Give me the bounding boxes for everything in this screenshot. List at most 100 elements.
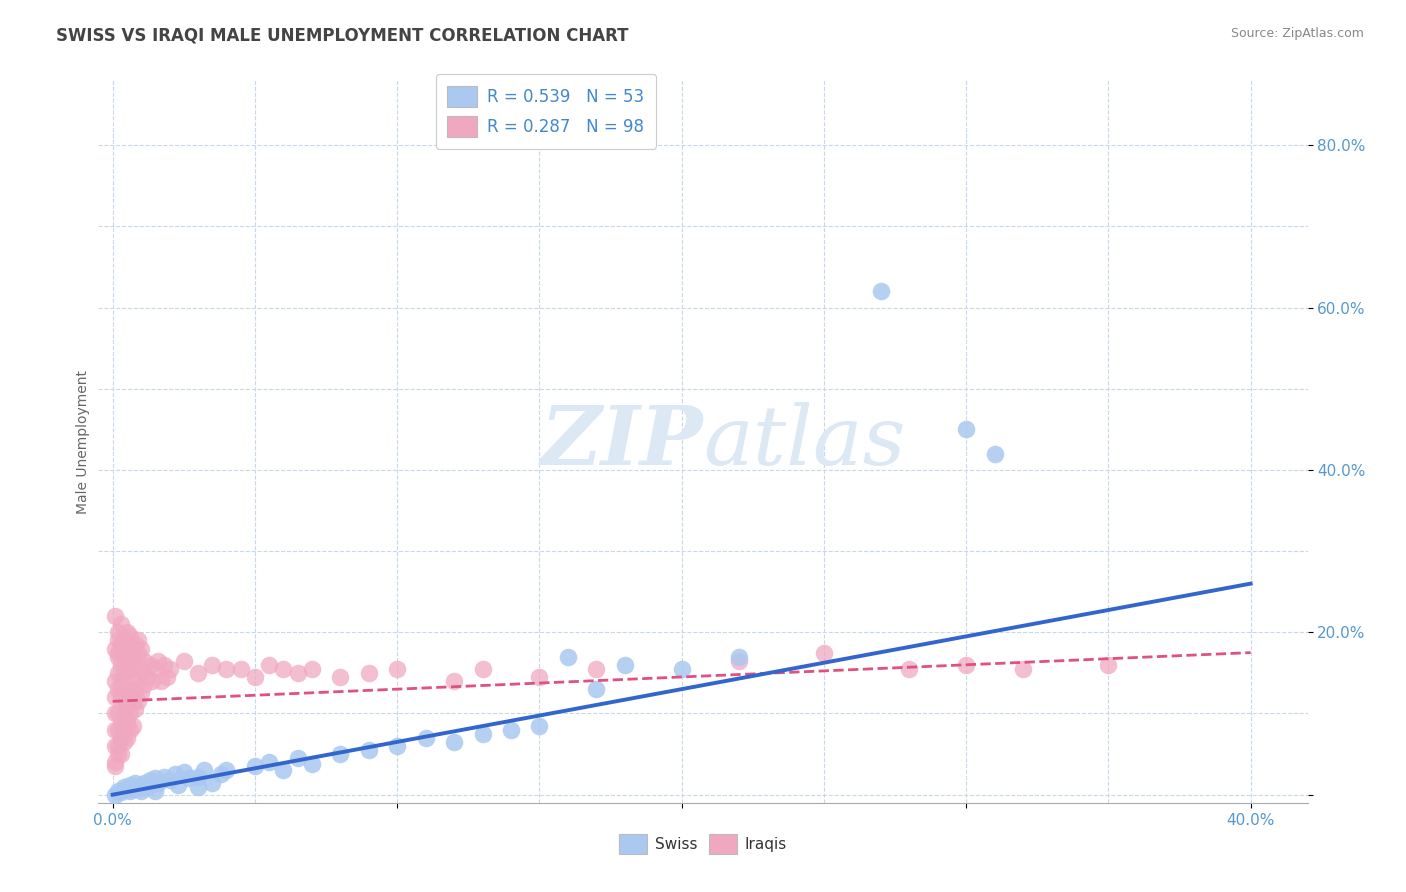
Point: [215, 662, 238, 676]
Point: [129, 778, 152, 792]
Point: [143, 662, 166, 676]
Text: ZIP: ZIP: [540, 401, 703, 482]
Point: [153, 770, 176, 784]
Point: [115, 646, 138, 660]
Point: [107, 682, 129, 697]
Point: [112, 735, 135, 749]
Point: [121, 641, 143, 656]
Point: [110, 638, 132, 652]
Point: [201, 775, 224, 789]
Point: [209, 767, 232, 781]
Point: [115, 657, 138, 672]
Point: [671, 662, 693, 676]
Point: [499, 723, 522, 737]
Point: [118, 778, 141, 792]
Point: [124, 780, 146, 794]
Point: [104, 609, 127, 624]
Point: [132, 775, 155, 789]
Point: [150, 673, 173, 688]
Point: [129, 686, 152, 700]
Point: [135, 670, 157, 684]
Point: [357, 743, 380, 757]
Point: [138, 773, 160, 788]
Point: [193, 764, 215, 778]
Point: [129, 641, 152, 656]
Point: [118, 641, 141, 656]
Point: [156, 670, 179, 684]
Point: [167, 778, 190, 792]
Point: [132, 654, 155, 668]
Point: [107, 739, 129, 753]
Point: [215, 764, 238, 778]
Point: [104, 641, 127, 656]
Point: [112, 665, 135, 680]
Text: atlas: atlas: [703, 401, 905, 482]
Point: [869, 285, 891, 299]
Point: [110, 617, 132, 632]
Point: [107, 646, 129, 660]
Point: [112, 649, 135, 664]
Point: [243, 670, 266, 684]
Point: [115, 781, 138, 796]
Point: [110, 785, 132, 799]
Point: [613, 657, 636, 672]
Point: [104, 788, 127, 802]
Point: [132, 678, 155, 692]
Point: [471, 662, 494, 676]
Point: [110, 731, 132, 745]
Point: [115, 714, 138, 729]
Text: Source: ZipAtlas.com: Source: ZipAtlas.com: [1230, 27, 1364, 40]
Point: [112, 646, 135, 660]
Point: [110, 657, 132, 672]
Point: [727, 649, 749, 664]
Point: [173, 764, 195, 779]
Point: [112, 706, 135, 721]
Point: [107, 783, 129, 797]
Point: [273, 662, 295, 676]
Point: [124, 657, 146, 672]
Legend: Swiss, Iraqis: Swiss, Iraqis: [613, 829, 793, 860]
Point: [187, 770, 209, 784]
Point: [1097, 657, 1119, 672]
Point: [173, 654, 195, 668]
Point: [357, 665, 380, 680]
Point: [159, 662, 181, 676]
Point: [127, 670, 149, 684]
Point: [118, 723, 141, 737]
Point: [187, 780, 209, 794]
Point: [107, 665, 129, 680]
Point: [118, 783, 141, 797]
Point: [143, 783, 166, 797]
Point: [121, 673, 143, 688]
Point: [112, 723, 135, 737]
Point: [257, 755, 280, 769]
Point: [287, 665, 309, 680]
Point: [127, 781, 149, 796]
Point: [983, 447, 1005, 461]
Point: [138, 657, 160, 672]
Point: [124, 775, 146, 789]
Point: [107, 706, 129, 721]
Point: [110, 747, 132, 761]
Point: [129, 783, 152, 797]
Point: [187, 665, 209, 680]
Point: [243, 759, 266, 773]
Text: SWISS VS IRAQI MALE UNEMPLOYMENT CORRELATION CHART: SWISS VS IRAQI MALE UNEMPLOYMENT CORRELA…: [56, 27, 628, 45]
Point: [115, 625, 138, 640]
Point: [529, 719, 551, 733]
Point: [127, 694, 149, 708]
Point: [557, 649, 579, 664]
Point: [385, 662, 408, 676]
Point: [104, 690, 127, 705]
Point: [104, 755, 127, 769]
Point: [471, 727, 494, 741]
Point: [146, 775, 169, 789]
Point: [107, 649, 129, 664]
Point: [112, 690, 135, 705]
Point: [107, 633, 129, 648]
Point: [104, 723, 127, 737]
Point: [415, 731, 437, 745]
Point: [257, 657, 280, 672]
Point: [110, 714, 132, 729]
Point: [141, 673, 163, 688]
